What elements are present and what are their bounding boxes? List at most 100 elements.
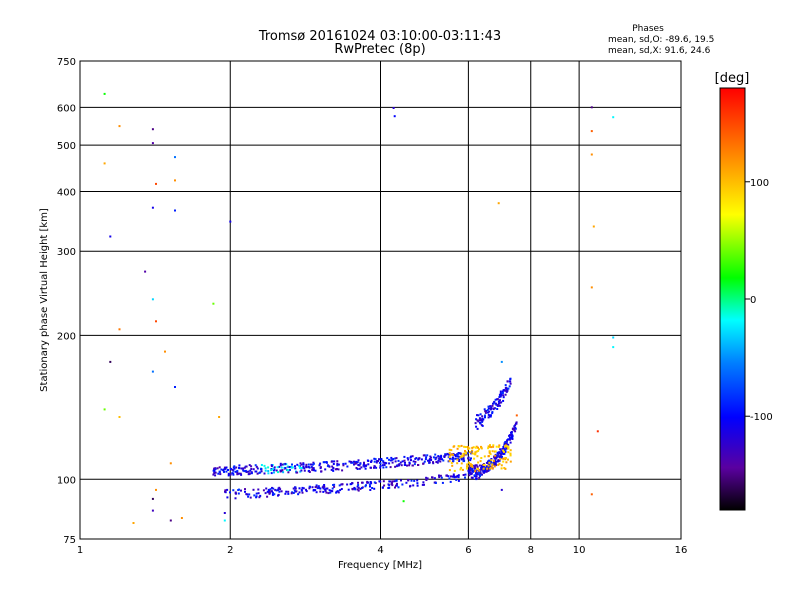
data-point [405, 481, 408, 484]
data-point [480, 446, 483, 449]
data-point [502, 399, 505, 402]
data-point [155, 182, 157, 185]
data-point [305, 463, 308, 466]
data-point [212, 473, 215, 476]
data-point [389, 459, 392, 462]
data-point [272, 487, 275, 490]
data-point [218, 466, 221, 469]
data-point [590, 493, 593, 496]
data-point [393, 115, 396, 118]
data-point [483, 455, 486, 458]
data-point [151, 128, 154, 131]
data-point [373, 466, 375, 469]
x-tick-label: 6 [465, 545, 471, 556]
data-point [509, 441, 512, 444]
data-point [266, 495, 269, 498]
data-point [446, 452, 449, 455]
data-point [330, 468, 333, 471]
data-point [296, 471, 299, 474]
data-point [118, 328, 121, 331]
data-point [373, 465, 376, 468]
data-point [423, 483, 425, 486]
data-point [399, 461, 402, 464]
data-point [482, 418, 485, 421]
data-point [336, 460, 339, 463]
data-point [292, 492, 295, 494]
data-point [371, 487, 374, 489]
data-point [287, 465, 290, 468]
data-point [385, 466, 388, 469]
data-point [495, 445, 498, 448]
data-point [500, 464, 503, 467]
data-point [247, 495, 250, 498]
data-point [449, 454, 452, 457]
data-point [478, 464, 481, 467]
data-point [263, 472, 266, 475]
data-point [462, 454, 465, 457]
data-point [257, 488, 260, 491]
data-point [466, 463, 469, 466]
data-point [362, 464, 365, 467]
data-point [432, 461, 434, 464]
data-point [356, 468, 359, 470]
data-point [448, 456, 451, 459]
data-point [430, 456, 432, 459]
data-point [476, 465, 479, 468]
data-point [332, 467, 335, 470]
data-point [232, 473, 235, 476]
data-point [312, 468, 315, 471]
data-point [305, 466, 308, 469]
data-point [450, 462, 453, 464]
x-tick-label: 10 [573, 545, 586, 556]
data-point [224, 467, 227, 470]
data-point [346, 465, 349, 468]
data-point [220, 468, 223, 471]
data-point [462, 456, 465, 459]
data-point [284, 467, 287, 470]
data-point [416, 482, 419, 485]
data-point [479, 472, 482, 475]
data-point [357, 459, 360, 462]
data-point [418, 457, 421, 460]
data-point [494, 450, 497, 453]
data-point [336, 490, 339, 493]
data-point [366, 459, 369, 462]
data-point [493, 465, 496, 468]
data-point [333, 485, 336, 488]
data-point [466, 452, 469, 454]
data-point [339, 489, 342, 492]
data-point [469, 471, 472, 474]
data-point [340, 488, 343, 490]
data-point [475, 475, 478, 478]
data-point [243, 470, 246, 473]
colorbar-ticks: -100 0 100 [745, 178, 773, 423]
data-point [498, 452, 501, 455]
data-point [424, 458, 427, 461]
data-point [493, 407, 496, 410]
data-point [394, 457, 397, 460]
data-point [504, 467, 507, 470]
data-point [279, 488, 282, 491]
data-point [151, 370, 154, 373]
data-point [269, 488, 272, 491]
data-point [487, 407, 490, 410]
data-point [474, 451, 477, 454]
data-point [428, 461, 431, 464]
data-point [401, 460, 404, 463]
data-point [383, 484, 386, 487]
data-point [484, 467, 487, 470]
data-point [331, 487, 334, 490]
data-point [212, 302, 215, 305]
data-point [452, 473, 455, 476]
data-point [502, 453, 505, 455]
data-point [450, 449, 453, 452]
data-point [109, 235, 112, 238]
data-point [612, 336, 615, 339]
data-point [482, 467, 485, 470]
data-point [229, 220, 232, 223]
y-tick-labels: 75 100 200 300 400 500 600 750 [57, 57, 76, 546]
data-point [479, 413, 482, 416]
data-point [357, 486, 360, 489]
data-point [272, 469, 275, 472]
data-point [509, 377, 512, 380]
